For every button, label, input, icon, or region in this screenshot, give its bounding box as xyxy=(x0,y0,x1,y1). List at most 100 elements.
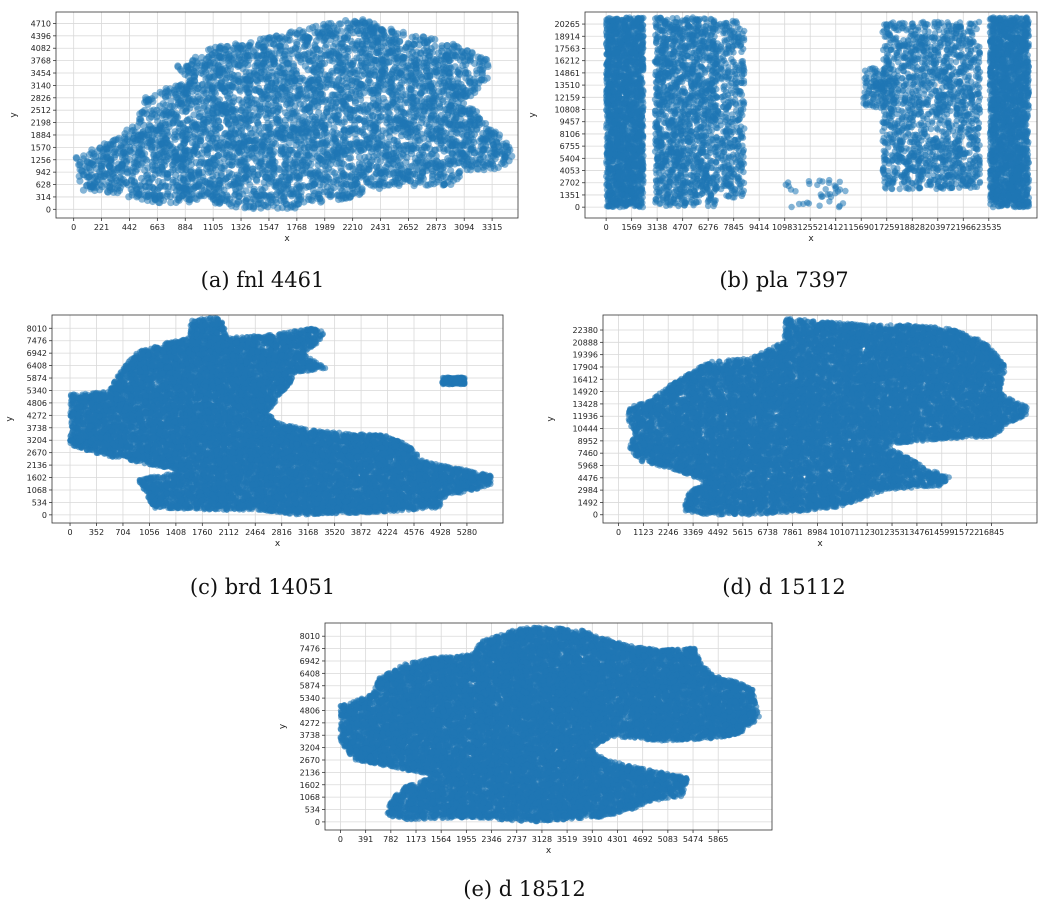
data-point xyxy=(321,125,328,132)
data-point xyxy=(155,178,162,185)
data-point xyxy=(176,187,183,194)
data-point xyxy=(437,166,444,173)
data-point xyxy=(423,59,430,66)
data-point xyxy=(452,139,459,146)
data-point xyxy=(225,85,232,92)
data-point xyxy=(257,108,264,115)
data-point xyxy=(231,155,238,162)
y-tick-label: 4082 xyxy=(31,44,51,53)
data-point xyxy=(275,122,282,129)
data-point xyxy=(194,124,201,131)
data-point xyxy=(294,181,301,188)
y-axis-label: y xyxy=(9,112,19,118)
data-point xyxy=(248,130,255,137)
data-point xyxy=(288,46,295,53)
data-point xyxy=(146,96,153,103)
data-point xyxy=(412,128,419,135)
data-point xyxy=(177,144,184,151)
data-point xyxy=(100,153,107,160)
data-point xyxy=(340,101,347,108)
data-point xyxy=(376,171,383,178)
data-point xyxy=(264,74,271,81)
data-point xyxy=(343,115,350,122)
data-point xyxy=(160,100,167,107)
data-point xyxy=(144,171,151,178)
y-tick-label: 2826 xyxy=(31,94,51,103)
data-point xyxy=(330,43,337,50)
data-point xyxy=(290,110,297,117)
data-point xyxy=(297,90,304,97)
data-point xyxy=(236,114,243,121)
data-point xyxy=(229,99,236,106)
data-point xyxy=(238,107,245,114)
data-point xyxy=(133,160,140,167)
y-tick-label: 3768 xyxy=(31,57,51,66)
subplot-a: 0 221 442 663 884 1105 1326 1547 1768 1989 2210 243… xyxy=(0,0,525,305)
data-point xyxy=(364,166,371,173)
data-point xyxy=(388,28,395,35)
data-point xyxy=(428,165,435,172)
data-point xyxy=(265,101,272,108)
data-point xyxy=(346,106,353,113)
data-point xyxy=(400,128,407,135)
data-point xyxy=(73,154,80,161)
data-point xyxy=(216,177,223,184)
data-point xyxy=(309,178,316,185)
data-point xyxy=(440,89,447,96)
data-point xyxy=(307,57,314,64)
data-point xyxy=(458,122,465,129)
data-point xyxy=(121,157,128,164)
data-point xyxy=(232,127,239,134)
data-point xyxy=(433,95,440,102)
data-point xyxy=(480,147,487,154)
data-point xyxy=(156,192,163,199)
data-point xyxy=(335,75,342,82)
data-point xyxy=(246,42,253,49)
x-tick-label: 1105 xyxy=(203,223,223,232)
data-point xyxy=(449,151,456,158)
data-point xyxy=(439,61,446,68)
data-point xyxy=(272,130,279,137)
data-point xyxy=(455,83,462,90)
data-point xyxy=(138,109,145,116)
data-point xyxy=(315,161,322,168)
data-point xyxy=(359,81,366,88)
data-point xyxy=(385,76,392,83)
data-point xyxy=(450,41,457,48)
data-point xyxy=(341,34,348,41)
data-point xyxy=(327,193,334,200)
data-point xyxy=(467,92,474,99)
data-point xyxy=(280,184,287,191)
data-point xyxy=(225,120,232,127)
data-point xyxy=(199,169,206,176)
scatter-points xyxy=(603,14,1032,210)
data-point xyxy=(429,158,436,165)
data-point xyxy=(297,75,304,82)
data-point xyxy=(245,57,252,64)
data-point xyxy=(211,186,218,193)
x-tick-label: 2873 xyxy=(426,223,446,232)
data-point xyxy=(221,162,228,169)
data-point xyxy=(392,95,399,102)
data-point xyxy=(197,159,204,166)
data-point xyxy=(184,147,191,154)
data-point xyxy=(348,81,355,88)
data-point xyxy=(204,126,211,133)
data-point xyxy=(257,75,264,82)
x-axis-label: x xyxy=(284,234,290,244)
data-point xyxy=(356,154,363,161)
data-point xyxy=(235,198,242,205)
data-point xyxy=(259,187,266,194)
x-tick-label: 1547 xyxy=(259,223,279,232)
data-point xyxy=(87,160,94,167)
data-point xyxy=(310,67,317,74)
x-tick-label: 221 xyxy=(94,223,109,232)
data-point xyxy=(288,28,295,35)
data-point xyxy=(214,109,221,116)
data-point xyxy=(298,189,305,196)
data-point xyxy=(370,153,377,160)
data-point xyxy=(449,108,456,115)
data-point xyxy=(284,99,291,106)
data-point xyxy=(348,125,355,132)
data-point xyxy=(293,142,300,149)
